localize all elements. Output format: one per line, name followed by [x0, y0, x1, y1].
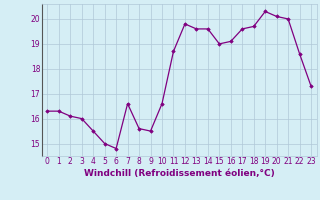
X-axis label: Windchill (Refroidissement éolien,°C): Windchill (Refroidissement éolien,°C) [84, 169, 275, 178]
